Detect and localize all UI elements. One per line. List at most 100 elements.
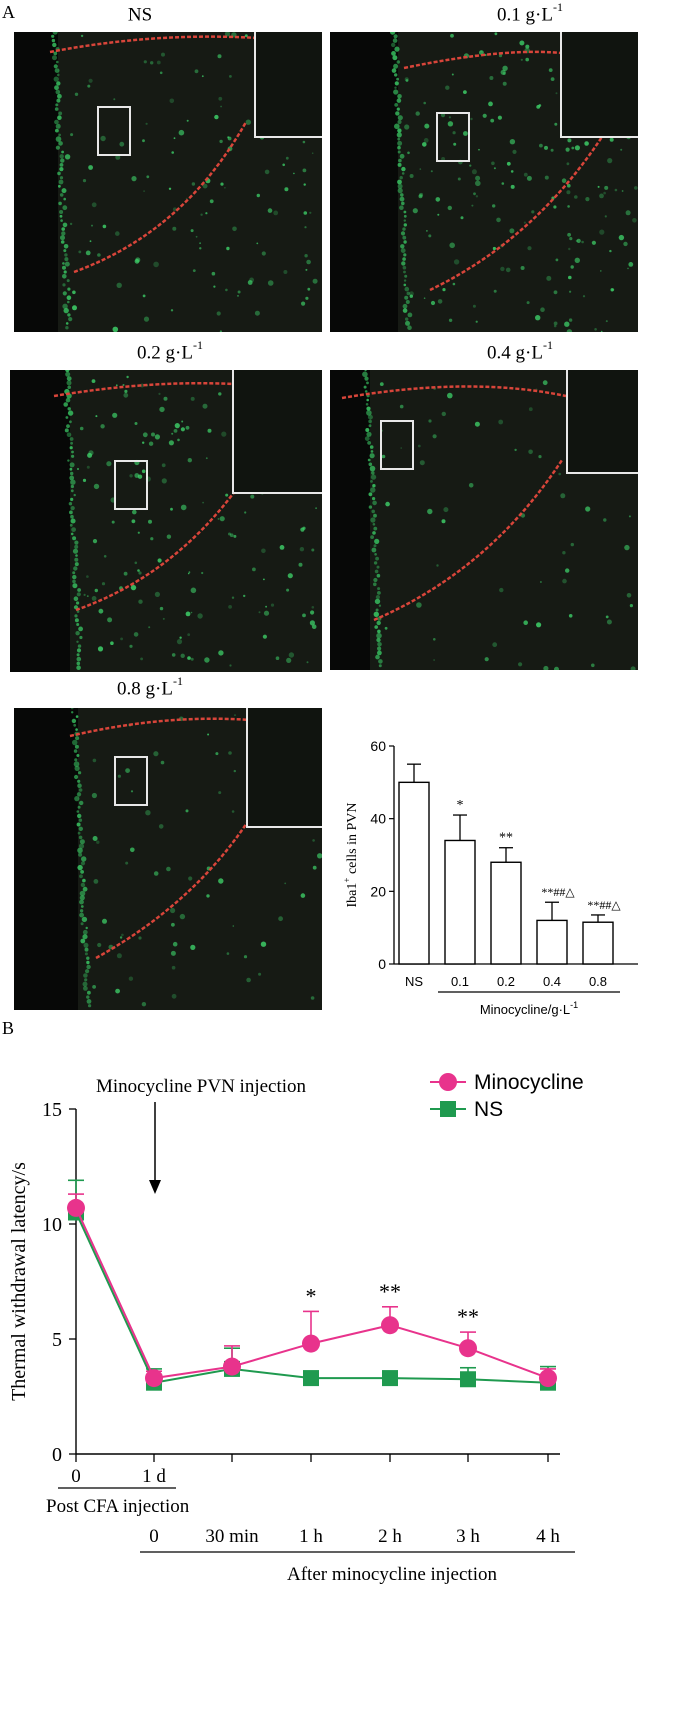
microglia-cell xyxy=(307,287,311,291)
microglia-cell xyxy=(93,483,100,490)
microglia-cell xyxy=(569,290,572,293)
ependymal-signal xyxy=(377,587,381,591)
microglia-cell xyxy=(447,121,454,127)
ependymal-signal xyxy=(60,219,63,222)
microglia-cell xyxy=(629,604,633,608)
line-x-mino-label: 4 h xyxy=(536,1526,560,1547)
microglia-cell xyxy=(553,205,557,209)
bar-group-label-sup: -1 xyxy=(570,1000,578,1010)
microglia-cell xyxy=(523,620,528,625)
microglia-cell xyxy=(201,571,204,575)
panel-a-letter: A xyxy=(2,2,15,22)
ependymal-signal xyxy=(73,723,77,727)
microglia-cell xyxy=(544,145,548,150)
ependymal-signal xyxy=(80,905,84,908)
ependymal-signal xyxy=(403,270,406,274)
ependymal-signal xyxy=(62,303,68,309)
ependymal-signal xyxy=(57,115,62,120)
microglia-cell xyxy=(531,210,535,214)
legend-label-minocycline: Minocycline xyxy=(474,1071,584,1094)
microglia-cell xyxy=(433,638,436,641)
ventricle-dark-region xyxy=(14,708,78,1010)
microglia-cell xyxy=(91,596,97,601)
microglia-cell xyxy=(190,944,196,950)
microglia-cell xyxy=(310,610,315,615)
ependymal-signal xyxy=(368,492,373,497)
ependymal-signal xyxy=(80,922,84,926)
ependymal-signal xyxy=(370,517,376,523)
microglia-cell xyxy=(180,653,185,658)
microglia-cell xyxy=(64,154,71,160)
ependymal-signal xyxy=(77,779,81,783)
microglia-cell xyxy=(158,824,164,829)
bar-ns xyxy=(398,781,430,965)
microglia-cell xyxy=(475,320,478,323)
microglia-cell xyxy=(82,478,87,482)
ependymal-signal xyxy=(58,111,63,116)
microglia-cell xyxy=(520,58,523,61)
ependymal-signal xyxy=(364,436,370,441)
microglia-cell xyxy=(304,254,308,258)
microglia-cell xyxy=(475,180,481,187)
microglia-cell xyxy=(171,653,176,657)
ependymal-signal xyxy=(63,249,67,253)
microglia-cell xyxy=(171,432,174,435)
microglia-cell xyxy=(171,965,176,970)
ependymal-signal xyxy=(66,295,72,301)
ependymal-signal xyxy=(403,279,407,282)
microglia-cell xyxy=(91,792,97,799)
microglia-cell xyxy=(129,474,133,478)
ependymal-signal xyxy=(76,623,80,626)
ependymal-signal xyxy=(59,154,64,159)
microglia-cell xyxy=(142,441,145,444)
ependymal-signal xyxy=(374,598,381,605)
microglia-cell xyxy=(153,751,159,757)
ependymal-signal xyxy=(76,648,82,653)
microglia-cell xyxy=(496,217,501,223)
bar-y-label-rest: cells in PVN xyxy=(345,802,360,877)
microglia-cell xyxy=(134,422,138,425)
microglia-cell xyxy=(202,183,208,189)
ependymal-signal xyxy=(71,711,74,714)
ependymal-signal xyxy=(83,973,88,978)
microglia-cell xyxy=(279,545,285,550)
microglia-cell xyxy=(409,174,414,178)
microglia-cell xyxy=(92,539,98,544)
microglia-cell xyxy=(474,421,480,427)
microglia-cell xyxy=(229,664,232,667)
line-significance-label: ** xyxy=(457,1304,479,1329)
ependymal-signal xyxy=(53,51,58,56)
ependymal-signal xyxy=(72,536,77,541)
roi-box xyxy=(97,106,131,156)
microglia-cell xyxy=(416,602,422,608)
microglia-cell xyxy=(148,441,154,446)
microglia-cell xyxy=(141,469,146,474)
microglia-cell xyxy=(424,123,430,129)
microglia-cell xyxy=(539,143,543,148)
ependymal-signal xyxy=(55,89,61,95)
zoom-inset xyxy=(566,370,638,474)
roi-box xyxy=(380,420,414,470)
microglia-cell xyxy=(286,657,292,663)
microglia-cell xyxy=(538,455,542,459)
microglia-cell xyxy=(227,136,232,141)
bar-y-tick-label: 20 xyxy=(370,883,386,899)
microglia-cell xyxy=(502,65,508,71)
microglia-cell xyxy=(179,913,186,920)
microglia-cell xyxy=(130,790,134,793)
microglia-cell xyxy=(435,197,441,202)
microglia-cell xyxy=(497,115,502,120)
ependymal-signal xyxy=(87,990,91,995)
microglia-cell xyxy=(480,50,482,53)
microglia-cell xyxy=(603,518,607,522)
microglia-cell xyxy=(168,440,174,446)
ependymal-signal xyxy=(55,103,59,107)
ependymal-signal xyxy=(363,385,367,389)
microglia-cell xyxy=(567,205,570,208)
microglia-cell xyxy=(453,259,460,265)
ependymal-signal xyxy=(55,128,59,133)
ependymal-signal xyxy=(67,410,74,416)
microglia-cell xyxy=(205,457,208,460)
microglia-cell xyxy=(311,624,317,629)
pvn-boundary-lower xyxy=(373,459,564,622)
